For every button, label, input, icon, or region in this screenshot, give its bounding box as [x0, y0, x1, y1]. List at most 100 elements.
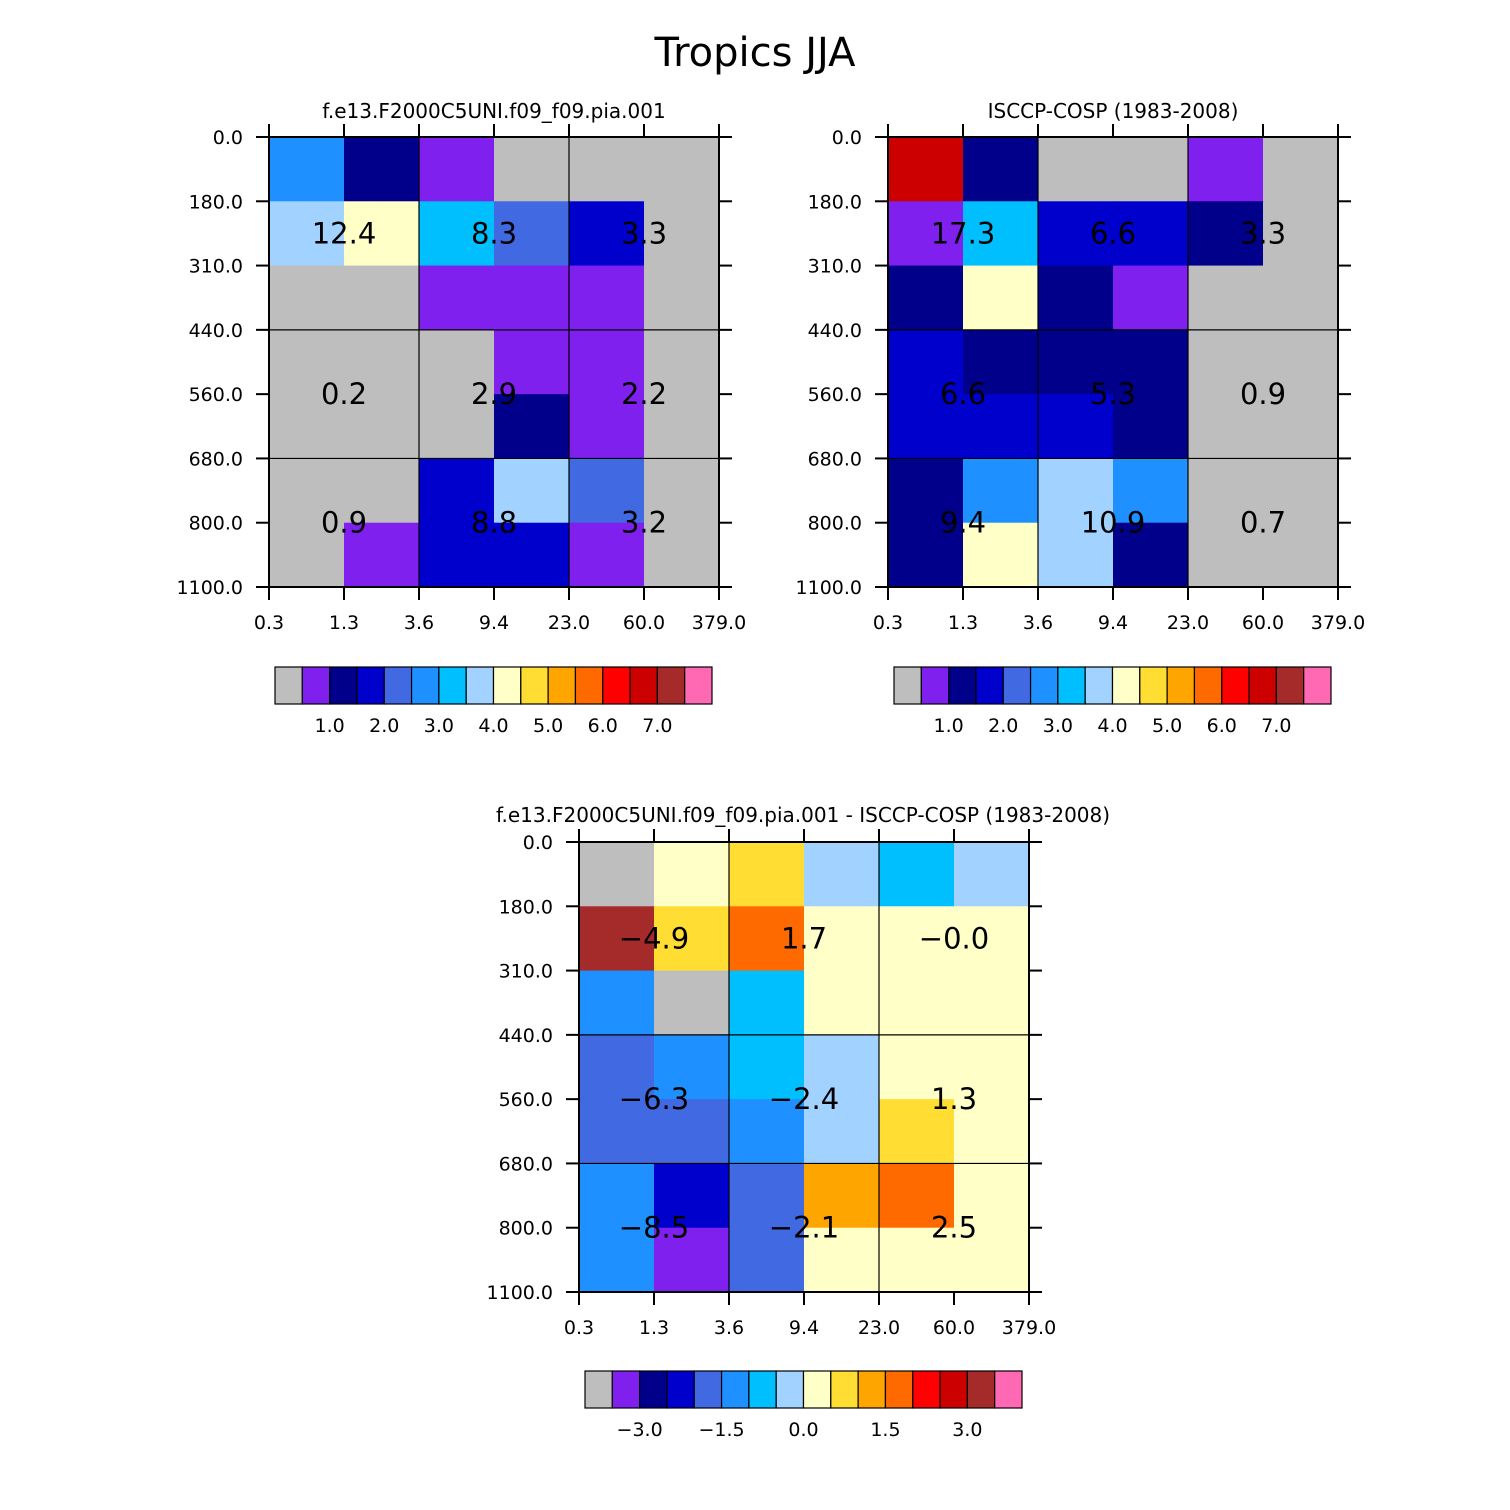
heatmap-cell — [804, 1163, 880, 1229]
cell-value-label: 6.6 — [1090, 216, 1136, 250]
heatmap-cell — [579, 1227, 655, 1293]
heatmap-cell — [569, 394, 645, 460]
colorbar-swatch — [574, 666, 604, 705]
colorbar-swatch — [1057, 666, 1086, 705]
heatmap-cell — [1263, 394, 1339, 460]
heatmap-cell — [1038, 329, 1114, 395]
heatmap-cell — [579, 1099, 655, 1165]
y-tick-label: 560.0 — [808, 384, 862, 406]
heatmap-cell — [963, 522, 1039, 588]
heatmap-cell — [644, 394, 720, 460]
heatmap-cell — [494, 265, 570, 331]
heatmap-cell — [579, 1163, 655, 1229]
colorbar-label: 3.0 — [952, 1419, 982, 1441]
panel-observation: ISCCP-COSP (1983-2008) 0.0 180.0 310.0 440.… — [796, 99, 1366, 737]
colorbar-swatch — [410, 666, 440, 705]
heatmap-cell — [269, 522, 345, 588]
colorbar-swatch — [857, 1370, 887, 1409]
heatmap-cell — [954, 1034, 1030, 1100]
heatmap-cell — [879, 842, 955, 907]
heatmap-cell — [879, 1099, 955, 1165]
colorbar-swatch — [693, 1370, 723, 1409]
y-tick-label: 0.0 — [213, 127, 243, 149]
colorbar-label: 4.0 — [478, 715, 508, 737]
x-tick-label: 23.0 — [548, 612, 590, 634]
heatmap-cell — [494, 394, 570, 460]
y-tick-label: 1100.0 — [177, 577, 243, 599]
colorbar-label: 5.0 — [533, 715, 563, 737]
heatmap-cell — [494, 329, 570, 395]
heatmap-cell — [269, 458, 345, 524]
heatmap-cell — [569, 137, 645, 202]
y-tick-label: 0.0 — [523, 832, 553, 854]
y-tick-label: 440.0 — [808, 320, 862, 342]
y-tick-label: 800.0 — [189, 513, 243, 535]
colorbar-swatch — [966, 1370, 996, 1409]
heatmap-cell — [269, 265, 345, 331]
cell-value-label: 2.5 — [931, 1211, 977, 1245]
heatmap-cell — [419, 265, 495, 331]
colorbar-swatch — [438, 666, 467, 705]
heatmap-cell — [644, 137, 720, 202]
heatmap-cell — [888, 329, 964, 395]
colorbar-swatch — [775, 1370, 805, 1409]
heatmap-cell — [569, 458, 645, 524]
heatmap-cell — [879, 1163, 955, 1229]
x-tick-label: 379.0 — [1002, 1317, 1056, 1339]
y-tick-label: 560.0 — [499, 1089, 553, 1111]
x-tick-label: 3.6 — [714, 1317, 744, 1339]
heatmap-cell — [579, 906, 655, 972]
colorbar-label: 5.0 — [1152, 715, 1182, 737]
heatmap-cell — [1188, 329, 1264, 395]
heatmap-cell — [888, 458, 964, 524]
y-tick-label: 310.0 — [189, 256, 243, 278]
colorbar-swatch — [948, 666, 977, 705]
x-tick-label: 3.6 — [404, 612, 434, 634]
cell-value-label: 2.9 — [471, 377, 517, 411]
heatmap-cell — [1038, 265, 1114, 331]
x-tick-label: 1.3 — [329, 612, 359, 634]
y-tick-label: 180.0 — [808, 191, 862, 213]
heatmap-cell — [344, 265, 420, 331]
cell-value-label: 17.3 — [931, 216, 996, 250]
heatmap-cell — [729, 1034, 805, 1100]
heatmap-cell — [654, 906, 730, 972]
heatmap-cell — [804, 842, 880, 907]
colorbar-label: 2.0 — [369, 715, 399, 737]
heatmap-cell — [954, 1227, 1030, 1293]
heatmap-cell — [963, 137, 1039, 202]
heatmap-cell — [654, 970, 730, 1036]
y-tick-label: 680.0 — [189, 448, 243, 470]
colorbar-label: 7.0 — [642, 715, 672, 737]
heatmap-cell — [954, 970, 1030, 1036]
colorbar-swatch — [602, 666, 631, 705]
heatmap-cell — [269, 329, 345, 395]
heatmap-cell — [963, 201, 1039, 267]
cell-value-label: 0.7 — [1240, 506, 1286, 540]
heatmap-cell — [1263, 201, 1339, 267]
colorbar-label: 2.0 — [988, 715, 1018, 737]
x-tick-label: 9.4 — [789, 1317, 819, 1339]
heatmap-cell — [269, 394, 345, 460]
colorbar-swatch — [329, 666, 358, 705]
heatmap-cell — [579, 1034, 655, 1100]
cell-value-label: 6.6 — [940, 377, 986, 411]
heatmap-cell — [654, 842, 730, 907]
heatmap-cell — [344, 394, 420, 460]
heatmap-cell — [344, 201, 420, 267]
cell-value-label: 9.4 — [940, 506, 986, 540]
y-tick-label: 440.0 — [499, 1025, 553, 1047]
colorbar-label: 0.0 — [788, 1419, 818, 1441]
heatmap-cell — [804, 1227, 880, 1293]
heatmap-cell — [1038, 458, 1114, 524]
colorbar-swatch — [720, 1370, 750, 1409]
colorbar-swatch — [1166, 666, 1196, 705]
colorbar-swatch — [629, 666, 658, 705]
y-tick-label: 180.0 — [189, 191, 243, 213]
heatmap-cell — [269, 201, 345, 267]
cell-value-label: −0.0 — [919, 921, 989, 955]
cell-value-label: 1.7 — [781, 921, 827, 955]
colorbar-swatch — [383, 666, 413, 705]
colorbar-swatch — [994, 1370, 1023, 1409]
cell-value-label: 8.3 — [471, 216, 517, 250]
